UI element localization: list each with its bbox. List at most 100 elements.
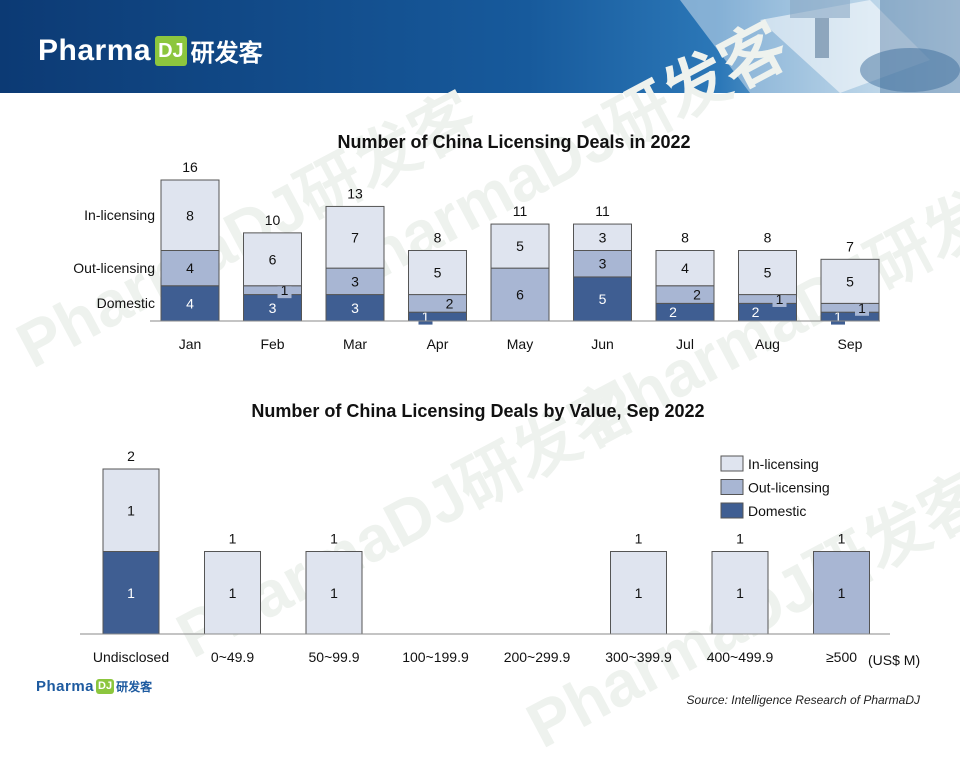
bar-segment-in-licensing	[655, 250, 715, 287]
bar-segment-domestic	[738, 302, 797, 322]
total-label: 1	[736, 531, 744, 547]
bar-segment-in-licensing	[408, 250, 467, 296]
bar-segment-domestic	[243, 294, 302, 322]
category-tick-label: May	[507, 336, 533, 352]
charts-canvas: Number of China Licensing Deals in 2022 …	[73, 132, 920, 668]
category-tick-label: Jan	[179, 336, 202, 352]
category-tick-label: Undisclosed	[93, 649, 169, 665]
data-label: 1	[838, 585, 846, 601]
bar-segment-out-licensing	[820, 302, 880, 313]
data-label: 2	[446, 295, 454, 311]
total-label: 1	[229, 531, 237, 547]
data-label: 2	[669, 304, 677, 320]
legend-label: Out-licensing	[748, 480, 830, 496]
category-tick-label: ≥500	[826, 649, 857, 665]
bar-segment-domestic	[408, 311, 467, 322]
bar-segment-out-licensing	[490, 267, 550, 322]
monthly-deals-chart: Number of China Licensing Deals in 2022 …	[73, 132, 880, 352]
data-label: 1	[635, 585, 643, 601]
bar-segment-in-licensing	[820, 258, 880, 304]
bar-segment-out-licensing	[813, 551, 870, 635]
legend-swatch	[720, 455, 744, 472]
brand-word: Pharma	[36, 678, 95, 695]
data-label: 3	[351, 300, 359, 316]
data-label: 3	[599, 256, 607, 272]
bar-segment-in-licensing	[711, 551, 769, 635]
data-label: 6	[516, 287, 524, 303]
category-tick-label: Aug	[755, 336, 780, 352]
brand-dj-badge: DJ	[155, 35, 187, 66]
data-label: 1	[127, 585, 135, 601]
data-label: 3	[351, 273, 359, 289]
total-label: 2	[127, 448, 135, 464]
legend-label: Domestic	[748, 503, 806, 519]
bar-segment-in-licensing	[305, 551, 363, 635]
lab-photo-decoration	[680, 0, 960, 93]
total-label: 13	[347, 185, 363, 201]
data-label: 4	[186, 260, 194, 276]
total-label: 8	[764, 230, 772, 246]
data-label: 5	[516, 238, 524, 254]
total-label: 11	[595, 203, 610, 219]
unit-label: (US$ M)	[868, 652, 920, 668]
category-tick-label: Feb	[260, 336, 284, 352]
bar-segment-out-licensing	[160, 250, 220, 287]
bar-segment-in-licensing	[243, 232, 302, 287]
brand-word: Pharma	[38, 33, 152, 67]
data-label: 1	[330, 585, 338, 601]
category-tick-label: 300~399.9	[605, 649, 672, 665]
data-label: 5	[599, 291, 607, 307]
data-label: 7	[351, 229, 359, 245]
data-label: 8	[186, 207, 194, 223]
bar-segment-in-licensing	[490, 223, 550, 269]
data-label: 1	[858, 300, 866, 316]
total-label: 1	[838, 531, 846, 547]
data-label: 5	[434, 265, 442, 281]
category-tick-label: Jun	[591, 336, 614, 352]
brand-logo: Pharma DJ 研发客	[38, 33, 263, 68]
bar-segment-domestic	[820, 311, 880, 322]
source-note: Source: Intelligence Research of PharmaD…	[686, 693, 920, 707]
bar-segment-in-licensing	[610, 551, 667, 635]
deals-by-value-chart: Number of China Licensing Deals by Value…	[80, 401, 920, 668]
data-label: 1	[229, 585, 237, 601]
bar-segment-out-licensing	[738, 294, 797, 304]
bar-segment-domestic	[655, 302, 715, 322]
legend-swatch	[720, 502, 744, 519]
series-side-label: Domestic	[97, 295, 155, 311]
data-label: 1	[776, 291, 784, 307]
small-label-badge	[442, 295, 457, 312]
data-label: 6	[269, 251, 277, 267]
data-label: 2	[693, 287, 701, 303]
data-label: 5	[846, 273, 854, 289]
category-tick-label: Jul	[676, 336, 694, 352]
category-tick-label: 0~49.9	[211, 649, 254, 665]
bar-segment-in-licensing	[573, 223, 632, 251]
data-label: 1	[127, 502, 135, 518]
data-label: 1	[281, 282, 289, 298]
category-tick-label: Apr	[427, 336, 449, 352]
data-label: 2	[752, 304, 760, 320]
data-label: 4	[186, 295, 194, 311]
data-label: 1	[834, 309, 842, 325]
data-label: 5	[764, 265, 772, 281]
category-tick-label: Mar	[343, 336, 367, 352]
category-tick-label: Sep	[838, 336, 863, 352]
bar-segment-in-licensing	[160, 179, 220, 251]
total-label: 7	[846, 238, 854, 254]
legend-swatch	[720, 479, 744, 495]
total-label: 1	[330, 531, 338, 547]
bar-segment-out-licensing	[325, 267, 385, 296]
total-label: 8	[681, 230, 689, 246]
legend: In-licensing Out-licensing Domestic	[720, 455, 830, 519]
chart-title: Number of China Licensing Deals in 2022	[337, 132, 690, 152]
bar-segment-in-licensing	[204, 551, 261, 635]
series-side-label: Out-licensing	[73, 260, 155, 276]
brand-chinese-name: 研发客	[116, 680, 153, 694]
bar-segment-in-licensing	[738, 250, 797, 296]
bar-segment-in-licensing	[102, 468, 160, 552]
bar-segment-out-licensing	[655, 285, 715, 304]
data-label: 3	[599, 229, 607, 245]
category-tick-label: 100~199.9	[402, 649, 469, 665]
bar-segment-in-licensing	[325, 205, 385, 269]
